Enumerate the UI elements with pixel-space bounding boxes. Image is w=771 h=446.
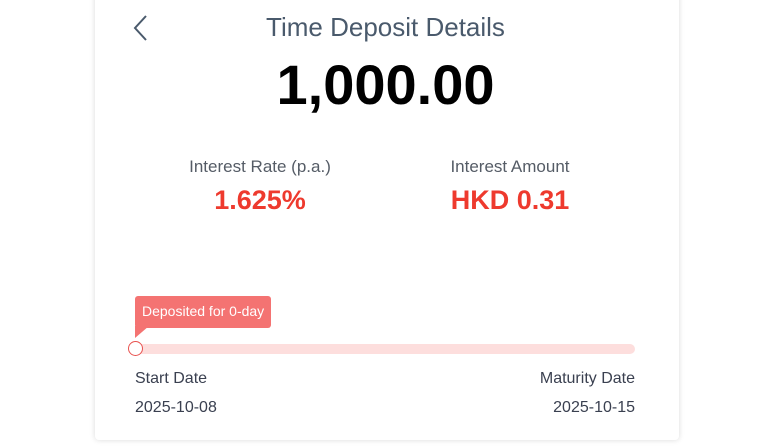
interest-amount-label: Interest Amount bbox=[450, 157, 570, 176]
back-button[interactable] bbox=[131, 14, 151, 42]
progress-tooltip: Deposited for 0-day bbox=[135, 296, 272, 328]
start-date-label: Start Date bbox=[135, 370, 208, 387]
page-title: Time Deposit Details bbox=[266, 12, 505, 42]
interest-rate-value: 1.625% bbox=[214, 185, 306, 215]
progress-track bbox=[135, 344, 635, 354]
deposit-amount: 1,000.00 bbox=[276, 53, 495, 116]
maturity-date-value: 2025-10-15 bbox=[553, 399, 635, 416]
tooltip-tail bbox=[135, 326, 149, 338]
start-date-value: 2025-10-08 bbox=[135, 399, 217, 416]
deposit-details-card bbox=[95, 0, 679, 440]
interest-rate-label: Interest Rate (p.a.) bbox=[189, 157, 331, 176]
progress-marker bbox=[128, 341, 143, 356]
maturity-date-label: Maturity Date bbox=[539, 370, 635, 387]
interest-amount-value: HKD 0.31 bbox=[450, 185, 570, 215]
